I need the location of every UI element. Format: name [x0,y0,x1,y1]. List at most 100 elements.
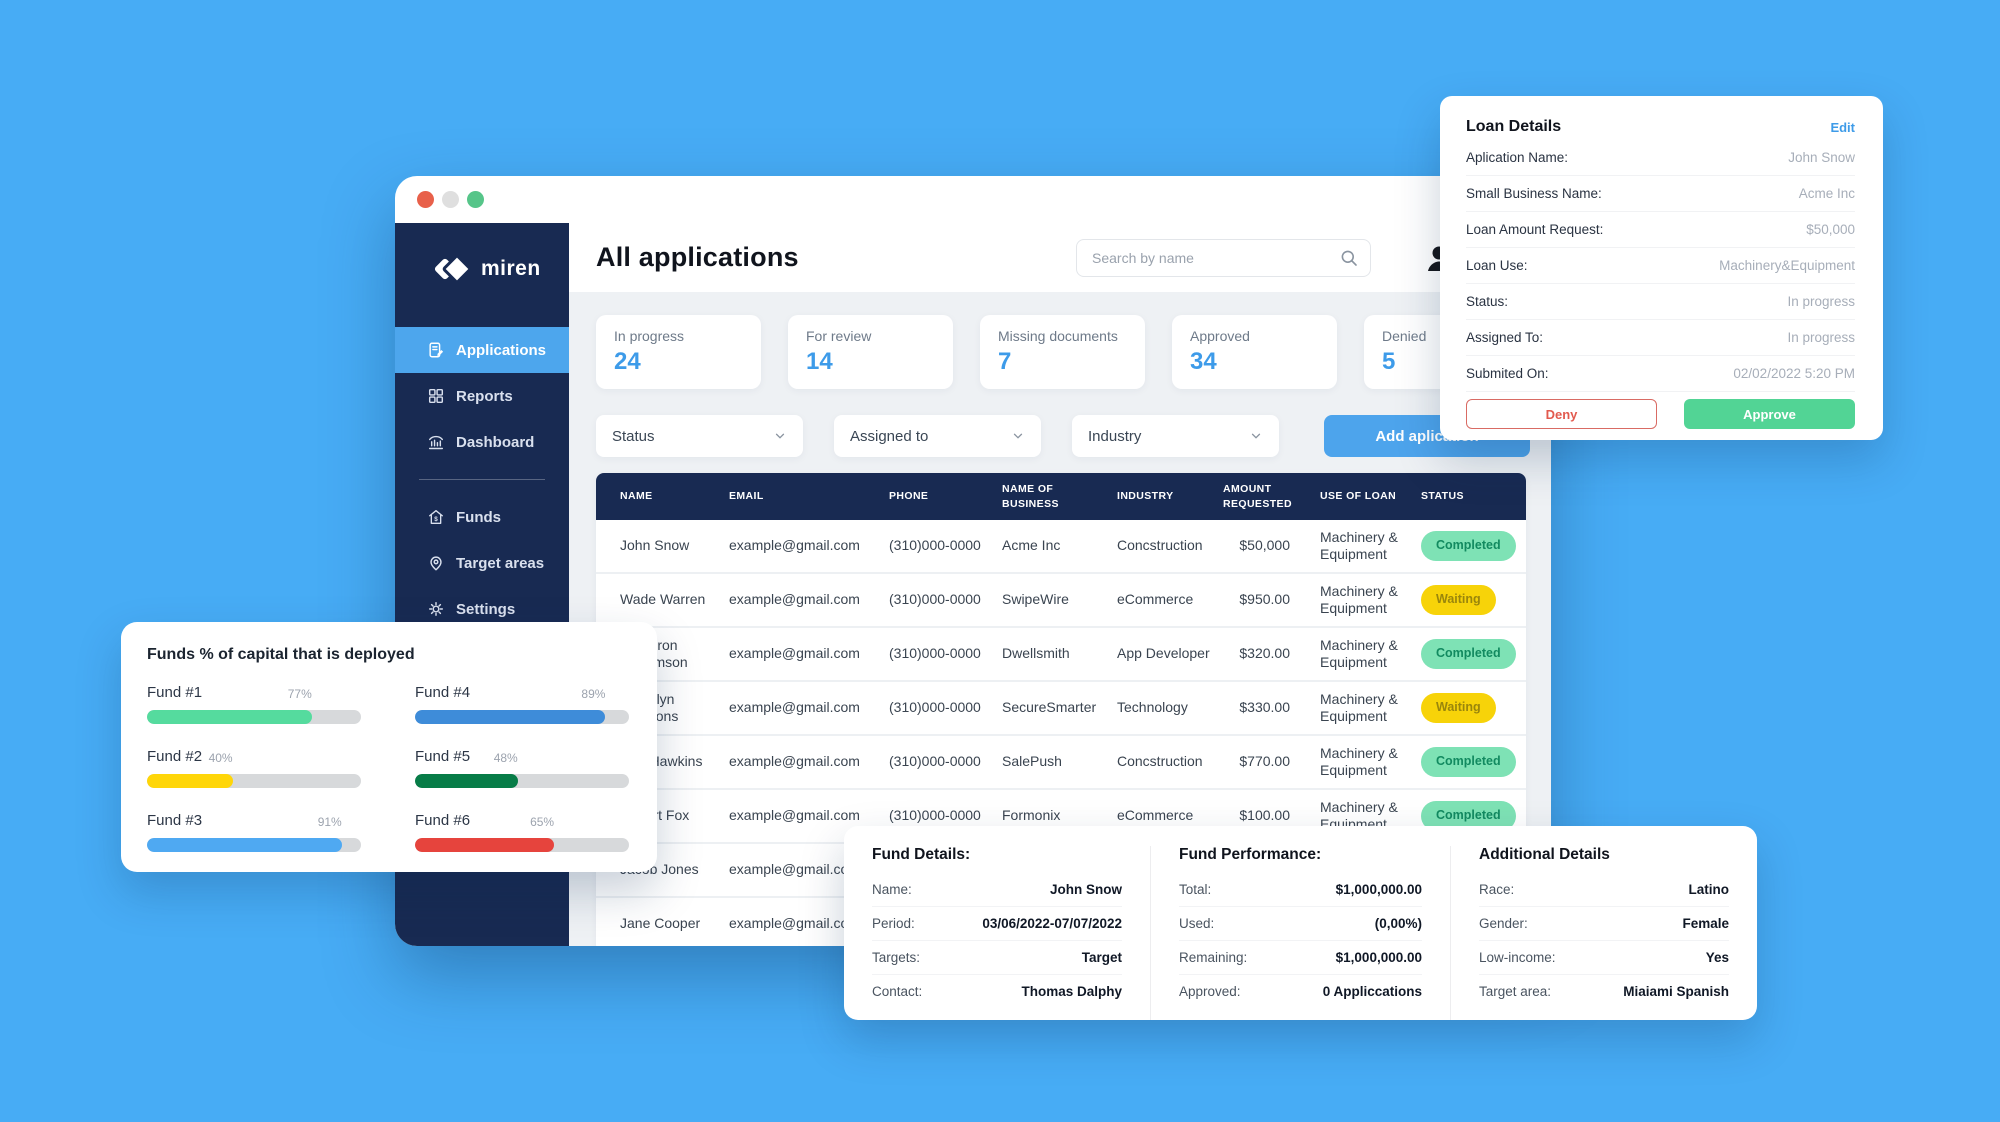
stat-value: 14 [806,348,833,375]
stats-row: In progress 24 For review 14 Missing doc… [596,315,1530,389]
sidebar-item-applications[interactable]: Applications [395,327,569,373]
col-header-amount: AMOUNT REQUESTED [1223,483,1292,510]
progress-track [147,838,361,852]
svg-text:$: $ [434,516,438,523]
col-header-industry: INDUSTRY [1117,490,1174,503]
deny-button[interactable]: Deny [1466,399,1657,429]
table-row[interactable]: Wade Warren example@gmail.com (310)000-0… [596,574,1526,628]
status-filter-label: Status [612,427,655,445]
stat-card-for-review: For review 14 [788,315,953,389]
loan-details-panel: Loan Details Edit Aplication Name: John S… [1440,96,1883,440]
table-row[interactable]: John Snow example@gmail.com (310)000-000… [596,520,1526,574]
col-header-status: STATUS [1421,490,1464,503]
progress-fill [147,838,342,852]
brand-name: miren [481,257,541,280]
stat-label: In progress [614,328,685,344]
stat-card-approved: Approved 34 [1172,315,1337,389]
stat-card-in-progress: In progress 24 [596,315,761,389]
progress-track [147,710,361,724]
sidebar-item-settings[interactable]: Settings [395,586,569,632]
sidebar-item-label: Applications [456,341,547,359]
approve-button[interactable]: Approve [1684,399,1855,429]
search-box [1076,238,1371,277]
fund-details-section: Fund Details: Name: John Snow Period: 03/0… [872,846,1122,999]
fund-performance-section: Fund Performance: Total: $1,000,000.00 Us… [1150,846,1450,1020]
fund-progress-1: Fund #1 77% [147,684,361,724]
col-header-name: NAME [620,490,653,503]
window-minimize-button[interactable] [442,191,459,208]
progress-track [147,774,361,788]
stat-label: For review [806,328,872,344]
sidebar-item-target-areas[interactable]: Target areas [395,540,569,586]
brand-logo: miren [433,253,569,285]
section-title: Additional Details [1479,846,1610,863]
funds-panel-title: Funds % of capital that is deployed [147,646,415,663]
progress-fill [147,710,312,724]
fund-progress-2: Fund #2 40% [147,748,361,788]
status-filter-dropdown[interactable]: Status [596,415,803,457]
assigned-filter-label: Assigned to [850,427,929,445]
industry-filter-label: Industry [1088,427,1142,445]
fund-progress-5: Fund #5 48% [415,748,629,788]
sidebar-item-dashboard[interactable]: Dashboard [395,419,569,465]
sidebar-item-label: Target areas [456,554,545,572]
assigned-to-filter-dropdown[interactable]: Assigned to [834,415,1041,457]
search-input[interactable] [1076,238,1371,277]
filters-row: Status Assigned to Industry Add aplicati… [596,415,1530,457]
edit-link[interactable]: Edit [1830,119,1855,135]
reports-icon [428,388,444,404]
fund-progress-3: Fund #3 91% [147,812,361,852]
status-badge: Waiting [1421,585,1496,615]
funds-grid: Fund #1 77% Fund #4 89% Fund #2 40% [147,684,629,852]
fund-details-panel: Fund Details: Name: John Snow Period: 03/0… [844,826,1757,1020]
table-row[interactable]: Cameron Williamson example@gmail.com (31… [596,628,1526,682]
stat-label: Missing documents [998,328,1118,344]
col-header-use-of-loan: USE OF LOAN [1320,490,1397,503]
map-pin-icon [430,556,442,571]
progress-fill [415,774,518,788]
stat-card-missing-documents: Missing documents 7 [980,315,1145,389]
status-badge: Completed [1421,639,1516,669]
table-row[interactable]: Brooklyn Simmons example@gmail.com (310)… [596,682,1526,736]
stat-value: 5 [1382,348,1396,375]
search-icon [1341,250,1357,266]
sidebar-item-funds[interactable]: $ Funds [395,494,569,540]
progress-track [415,710,629,724]
col-header-phone: PHONE [889,490,929,503]
sidebar-divider [419,479,545,480]
status-badge: Completed [1421,801,1516,831]
status-badge: Waiting [1421,693,1496,723]
fund-progress-6: Fund #6 65% [415,812,629,852]
content-header: All applications [569,223,1551,292]
stat-value: 24 [614,348,641,375]
progress-track [415,774,629,788]
funds-deployed-panel: Funds % of capital that is deployed Fund… [121,622,657,872]
funds-icon: $ [429,510,443,524]
gear-icon [428,601,444,617]
status-badge: Completed [1421,531,1516,561]
col-header-business: NAME OF BUSINESS [1002,483,1059,510]
page-title: All applications [596,242,799,272]
col-header-email: EMAIL [729,490,764,503]
stat-label: Approved [1190,328,1250,344]
window-close-button[interactable] [417,191,434,208]
industry-filter-dropdown[interactable]: Industry [1072,415,1279,457]
chevron-down-icon [1013,433,1023,439]
fund-progress-4: Fund #4 89% [415,684,629,724]
progress-fill [415,838,555,852]
sidebar-item-label: Dashboard [456,433,535,451]
applications-icon [429,342,444,358]
additional-details-section: Additional Details Race: Latino Gender: Fe… [1450,846,1757,1020]
table-row[interactable]: Guy Hawkins example@gmail.com (310)000-0… [596,736,1526,790]
sidebar-item-reports[interactable]: Reports [395,373,569,419]
progress-fill [147,774,233,788]
progress-track [415,838,629,852]
stat-value: 34 [1190,348,1217,375]
status-badge: Completed [1421,747,1516,777]
loan-panel-title: Loan Details [1466,118,1562,135]
table-header-row: NAME EMAIL PHONE NAME OF BUSINESS INDUST… [596,473,1526,520]
section-title: Fund Details: [872,846,971,863]
chevron-down-icon [1251,433,1261,439]
chevron-down-icon [775,433,785,439]
window-zoom-button[interactable] [467,191,484,208]
